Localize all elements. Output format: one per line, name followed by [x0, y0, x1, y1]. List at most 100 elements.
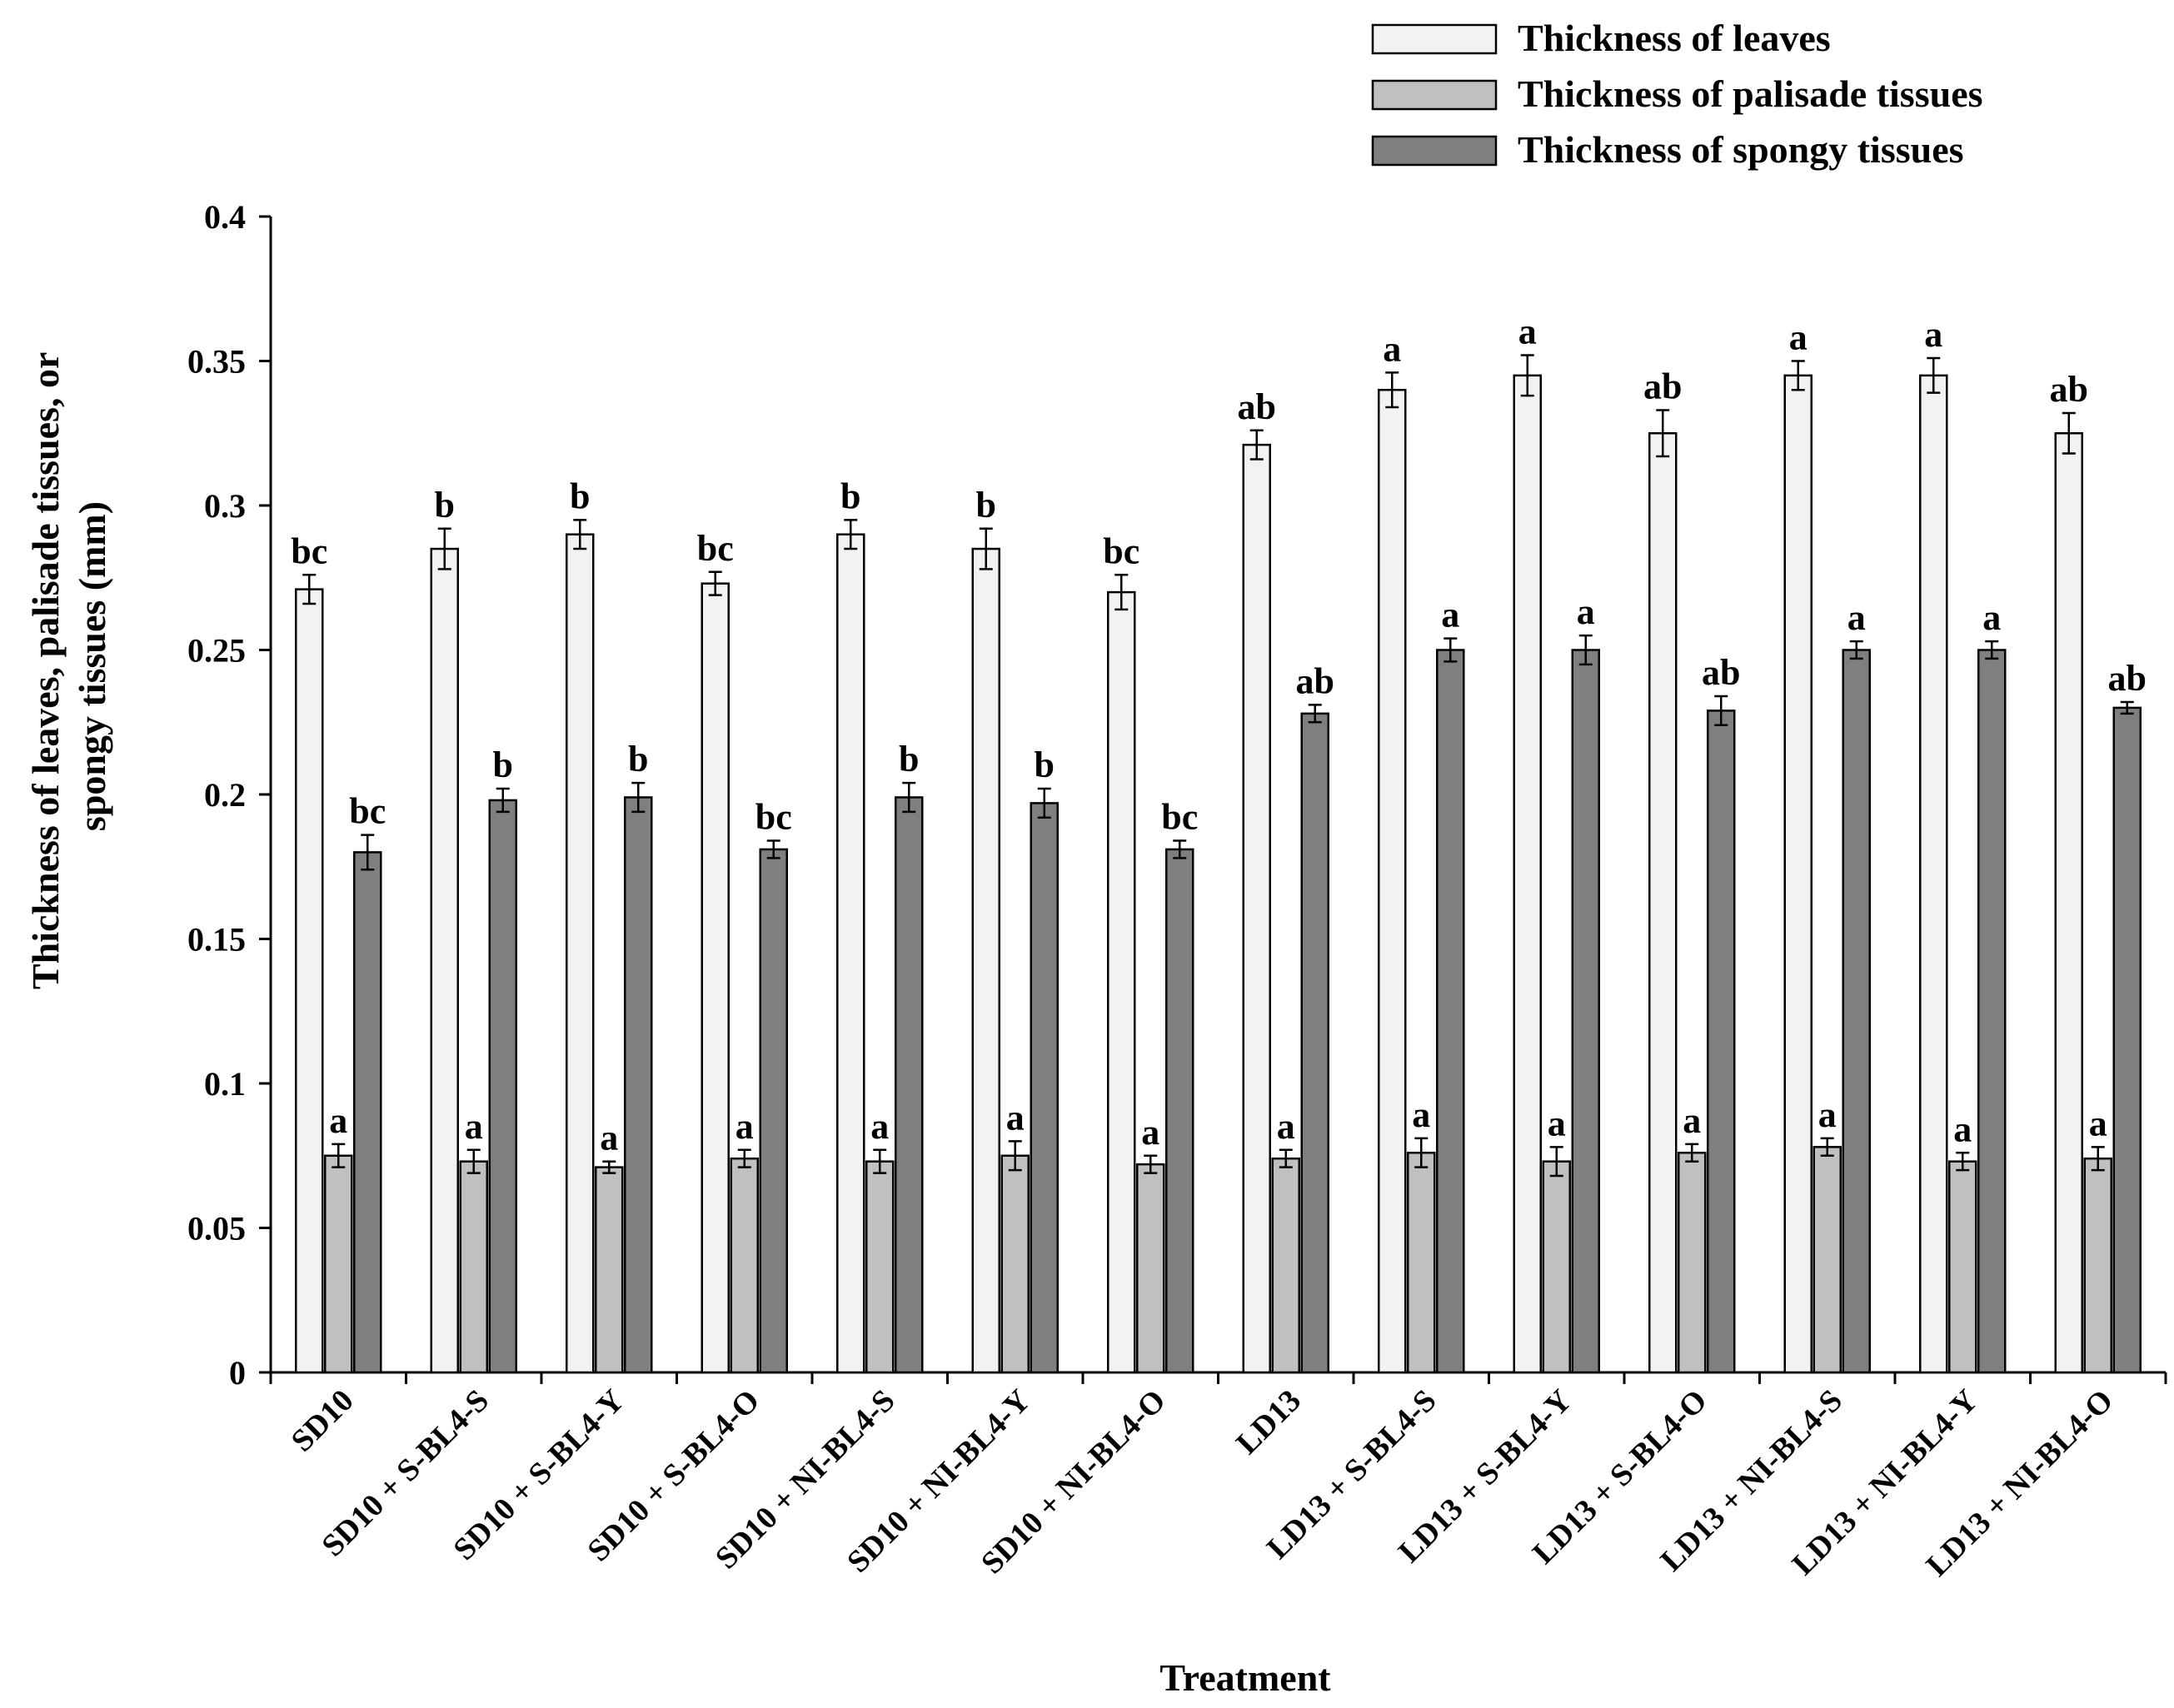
- bar-thickness-of-palisade-tissues-ld13-ni-bl4-s: [1812, 1146, 1842, 1374]
- significance-label: bc: [349, 791, 386, 832]
- bar-thickness-of-spongy-tissues-ld13-ni-bl4-o: [2112, 706, 2142, 1374]
- bar-thickness-of-palisade-tissues-sd10-ni-bl4-s: [865, 1160, 895, 1374]
- bar-thickness-of-leaves-sd10: [295, 588, 324, 1374]
- bar-thickness-of-leaves-sd10-s-bl4-s: [430, 547, 459, 1374]
- significance-label: bc: [1161, 797, 1198, 838]
- y-axis: 0 0.05 0.1 0.15 0.2 0.25 0.3 0.35 0.4: [187, 198, 272, 1392]
- significance-labels: bcabcbabbabbcabcbabbabbcabcabaabaaaaaaab…: [291, 311, 2147, 1158]
- bar-thickness-of-leaves-ld13: [1242, 443, 1271, 1374]
- y-tick-label: 0.05: [187, 1210, 246, 1247]
- significance-label: a: [1141, 1112, 1159, 1153]
- y-tick-label: 0: [229, 1354, 246, 1392]
- significance-label: a: [1982, 597, 2001, 638]
- significance-label: a: [2089, 1103, 2107, 1143]
- bar-thickness-of-spongy-tissues-sd10-ni-bl4-o: [1165, 848, 1194, 1374]
- bar-thickness-of-palisade-tissues-ld13-s-bl4-o: [1678, 1152, 1707, 1374]
- significance-label: ab: [2050, 369, 2088, 410]
- bar-thickness-of-spongy-tissues-sd10-s-bl4-y: [624, 796, 653, 1374]
- y-axis-title-line-2: spongy tissues (mm): [71, 501, 113, 831]
- bar-thickness-of-spongy-tissues-sd10-ni-bl4-s: [895, 796, 924, 1374]
- y-tick-label: 0.25: [187, 632, 246, 670]
- bar-thickness-of-leaves-ld13-ni-bl4-y: [1919, 374, 1948, 1374]
- bar-thickness-of-spongy-tissues-ld13-s-bl4-y: [1571, 649, 1600, 1374]
- bar-thickness-of-leaves-sd10-s-bl4-y: [566, 533, 595, 1374]
- significance-label: a: [1847, 597, 1866, 638]
- bar-thickness-of-palisade-tissues-sd10-ni-bl4-y: [1000, 1154, 1030, 1374]
- bar-thickness-of-palisade-tissues-sd10-s-bl4-o: [730, 1157, 759, 1374]
- significance-label: b: [899, 739, 919, 779]
- y-tick-label: 0.35: [187, 343, 246, 381]
- bar-thickness-of-palisade-tissues-ld13-ni-bl4-o: [2083, 1157, 2112, 1374]
- significance-label: b: [840, 476, 860, 516]
- bar-thickness-of-leaves-sd10-ni-bl4-s: [836, 533, 865, 1374]
- bar-thickness-of-palisade-tissues-sd10: [324, 1154, 353, 1374]
- significance-label: a: [1818, 1094, 1837, 1135]
- significance-label: a: [329, 1100, 347, 1141]
- significance-label: a: [1383, 328, 1401, 369]
- bar-thickness-of-spongy-tissues-ld13-ni-bl4-s: [1842, 649, 1871, 1374]
- legend-label-thickness-of-leaves: Thickness of leaves: [1518, 17, 1831, 59]
- significance-label: a: [1548, 1103, 1566, 1143]
- significance-label: bc: [1103, 530, 1139, 571]
- bar-thickness-of-leaves-sd10-ni-bl4-o: [1107, 590, 1136, 1374]
- bar-thickness-of-leaves-ld13-s-bl4-y: [1513, 374, 1542, 1374]
- significance-label: a: [1924, 314, 1942, 355]
- bar-thickness-of-leaves-sd10-s-bl4-o: [701, 582, 730, 1374]
- bar-thickness-of-palisade-tissues-ld13-s-bl4-s: [1407, 1152, 1436, 1374]
- bars-group: [295, 354, 2142, 1374]
- x-tick-label: SD10: [285, 1383, 361, 1459]
- significance-label: ab: [2108, 658, 2147, 699]
- significance-label: a: [465, 1106, 483, 1147]
- bar-thickness-of-palisade-tissues-sd10-s-bl4-y: [595, 1166, 624, 1374]
- legend-swatch-thickness-of-spongy-tissues: [1371, 135, 1498, 167]
- x-tick-label: LD13: [1229, 1383, 1308, 1462]
- significance-label: ab: [1702, 652, 1740, 693]
- bar-thickness-of-palisade-tissues-ld13-ni-bl4-y: [1948, 1160, 1977, 1374]
- legend-label-thickness-of-palisade-tissues: Thickness of palisade tissues: [1518, 72, 1983, 115]
- y-tick-label: 0.15: [187, 921, 246, 959]
- y-tick-label: 0.4: [204, 198, 246, 236]
- significance-label: b: [1035, 744, 1055, 785]
- significance-label: a: [735, 1106, 754, 1147]
- significance-label: a: [1412, 1094, 1430, 1135]
- significance-label: a: [1006, 1097, 1025, 1138]
- significance-label: ab: [1643, 366, 1682, 406]
- significance-label: b: [435, 485, 455, 525]
- significance-label: a: [870, 1106, 889, 1147]
- y-tick-label: 0.3: [204, 487, 246, 525]
- y-tick-label: 0.1: [204, 1065, 246, 1103]
- significance-label: b: [976, 485, 996, 525]
- y-axis-title: Thickness of leaves, palisade tissues, o…: [24, 343, 113, 989]
- legend-swatch-thickness-of-leaves: [1371, 23, 1498, 55]
- significance-label: a: [600, 1118, 618, 1158]
- x-axis-title: Treatment: [1159, 1656, 1331, 1699]
- significance-label: ab: [1238, 386, 1276, 427]
- bar-thickness-of-spongy-tissues-ld13-ni-bl4-y: [1977, 649, 2007, 1374]
- bar-thickness-of-palisade-tissues-sd10-s-bl4-s: [459, 1160, 488, 1374]
- significance-label: bc: [291, 530, 327, 571]
- significance-label: b: [628, 739, 648, 779]
- y-tick-label: 0.2: [204, 776, 246, 814]
- bar-thickness-of-spongy-tissues-ld13: [1300, 712, 1329, 1374]
- legend-label-thickness-of-spongy-tissues: Thickness of spongy tissues: [1518, 128, 1964, 171]
- significance-label: a: [1518, 311, 1537, 352]
- bar-thickness-of-spongy-tissues-sd10-s-bl4-s: [488, 799, 517, 1374]
- significance-label: a: [1441, 595, 1459, 635]
- significance-label: b: [493, 744, 513, 785]
- bar-thickness-of-leaves-sd10-ni-bl4-y: [971, 547, 1000, 1374]
- significance-label: a: [1953, 1108, 1972, 1149]
- significance-label: a: [1789, 317, 1808, 358]
- bar-thickness-of-spongy-tissues-sd10: [353, 851, 382, 1374]
- significance-label: b: [570, 476, 590, 516]
- significance-label: ab: [1296, 660, 1334, 701]
- significance-label: a: [1277, 1106, 1295, 1147]
- bar-thickness-of-spongy-tissues-sd10-s-bl4-o: [759, 848, 788, 1374]
- bar-thickness-of-leaves-ld13-ni-bl4-s: [1783, 374, 1812, 1374]
- bar-thickness-of-palisade-tissues-sd10-ni-bl4-o: [1136, 1163, 1165, 1374]
- significance-label: a: [1683, 1100, 1701, 1141]
- significance-label: a: [1577, 591, 1595, 632]
- bar-thickness-of-spongy-tissues-ld13-s-bl4-o: [1707, 710, 1736, 1374]
- bar-thickness-of-spongy-tissues-ld13-s-bl4-s: [1436, 649, 1465, 1374]
